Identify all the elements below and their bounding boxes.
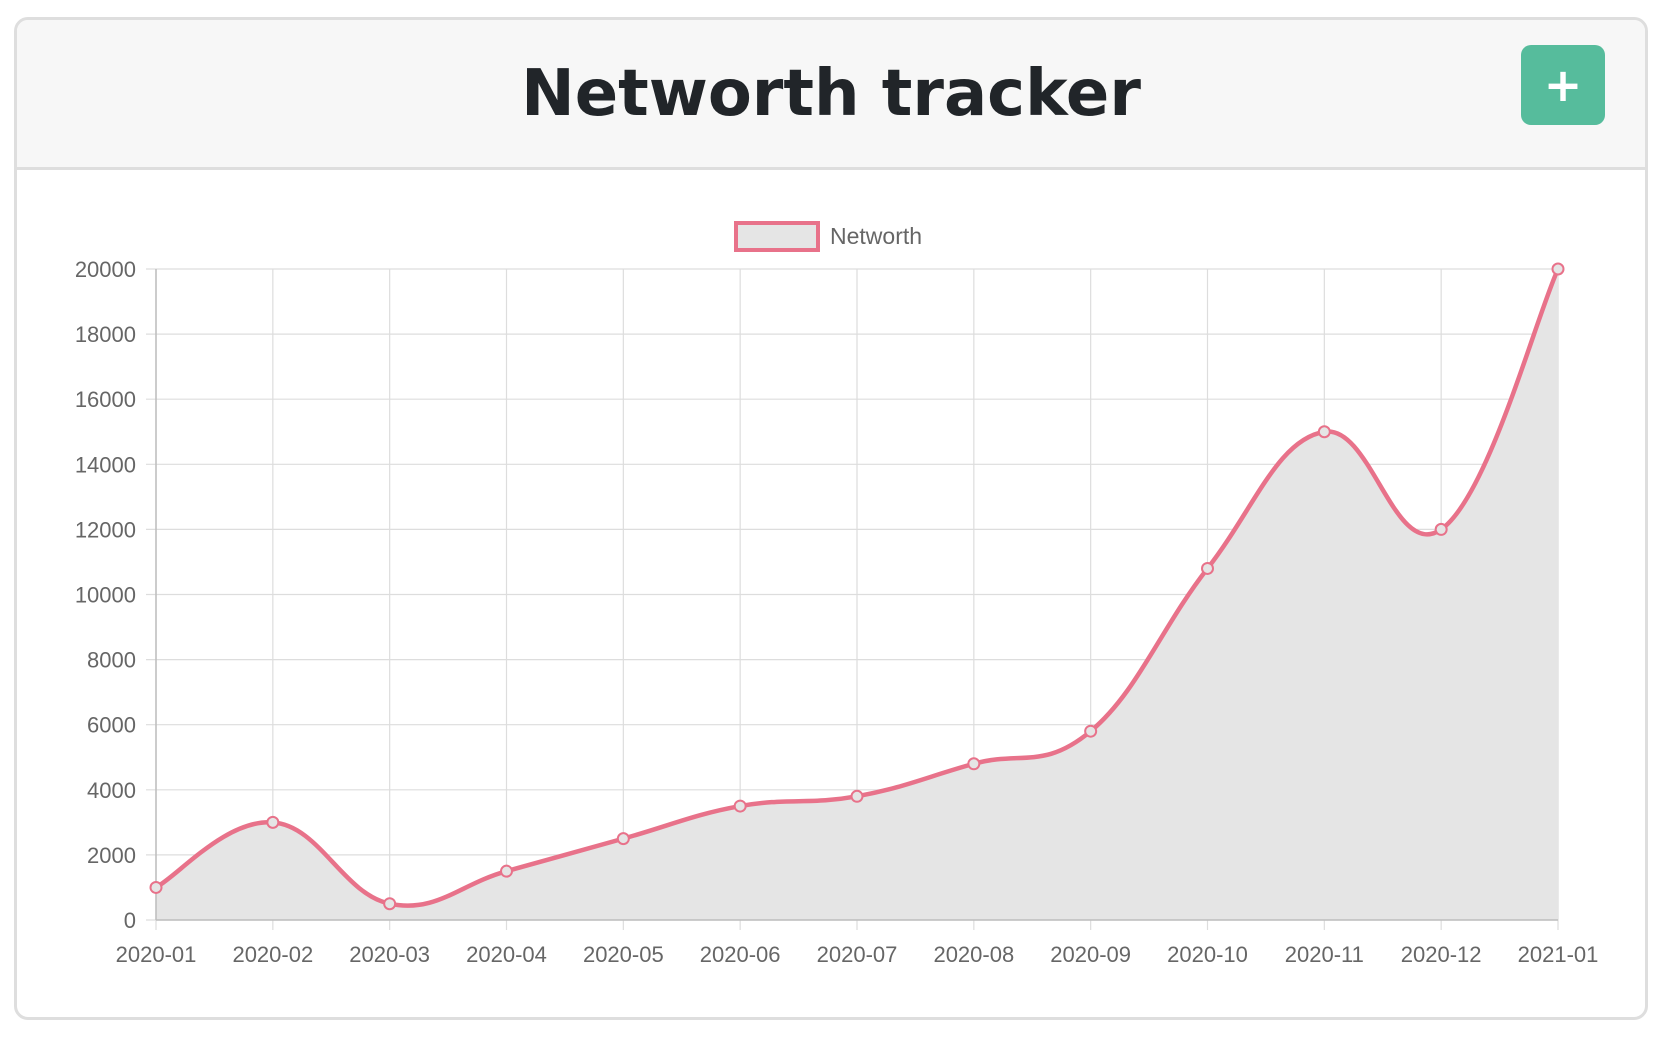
- data-point[interactable]: [149, 880, 163, 894]
- data-point[interactable]: [616, 832, 630, 846]
- axes-layer: [155, 269, 1558, 921]
- x-tick-label: 2020-03: [349, 942, 430, 967]
- data-point[interactable]: [1551, 262, 1565, 276]
- x-tick-label: 2021-01: [1518, 942, 1599, 967]
- points-layer: [149, 262, 1565, 911]
- add-entry-button[interactable]: +: [1521, 45, 1605, 125]
- y-tick-label: 14000: [75, 452, 136, 477]
- x-tick-label: 2020-02: [232, 942, 313, 967]
- x-axis-labels: 2020-01 2020-02 2020-03 2020-04 2020-05 2020-…: [116, 942, 1599, 967]
- y-tick-label: 2000: [87, 843, 136, 868]
- x-tick-label: 2020-07: [817, 942, 898, 967]
- x-tick-label: 2020-01: [116, 942, 197, 967]
- x-tick-label: 2020-08: [933, 942, 1014, 967]
- data-point[interactable]: [850, 789, 864, 803]
- legend-swatch[interactable]: [734, 221, 820, 252]
- y-tick-label: 20000: [75, 257, 136, 282]
- data-point[interactable]: [1084, 724, 1098, 738]
- x-tick-label: 2020-09: [1050, 942, 1131, 967]
- x-tick-label: 2020-04: [466, 942, 547, 967]
- data-point[interactable]: [733, 799, 747, 813]
- data-point[interactable]: [1317, 425, 1331, 439]
- series-area-networth: [156, 269, 1558, 920]
- data-point[interactable]: [967, 757, 981, 771]
- data-point[interactable]: [266, 815, 280, 829]
- legend-label: Networth: [830, 223, 922, 249]
- y-tick-label: 12000: [75, 517, 136, 542]
- data-point[interactable]: [383, 897, 397, 911]
- x-tick-label: 2020-06: [700, 942, 781, 967]
- page-title: Networth tracker: [521, 57, 1141, 131]
- y-tick-label: 16000: [75, 387, 136, 412]
- y-tick-label: 4000: [87, 778, 136, 803]
- y-tick-label: 0: [124, 908, 136, 933]
- legend[interactable]: Networth: [734, 221, 922, 252]
- x-tick-label: 2020-10: [1167, 942, 1248, 967]
- x-tick-label: 2020-05: [583, 942, 664, 967]
- x-tick-label: 2020-11: [1285, 942, 1364, 967]
- y-tick-label: 8000: [87, 648, 136, 673]
- card-header: Networth tracker +: [17, 20, 1645, 170]
- data-point[interactable]: [1201, 561, 1214, 575]
- y-axis-labels: 0 2000 4000 6000 8000 10000 12000 14000 16000 180…: [75, 257, 136, 933]
- y-tick-label: 6000: [87, 713, 136, 738]
- area-layer: [156, 269, 1558, 920]
- data-point[interactable]: [500, 864, 513, 878]
- y-tick-label: 10000: [75, 583, 136, 608]
- data-point[interactable]: [1434, 522, 1448, 536]
- y-tick-label: 18000: [75, 322, 136, 347]
- x-tick-label: 2020-12: [1401, 942, 1482, 967]
